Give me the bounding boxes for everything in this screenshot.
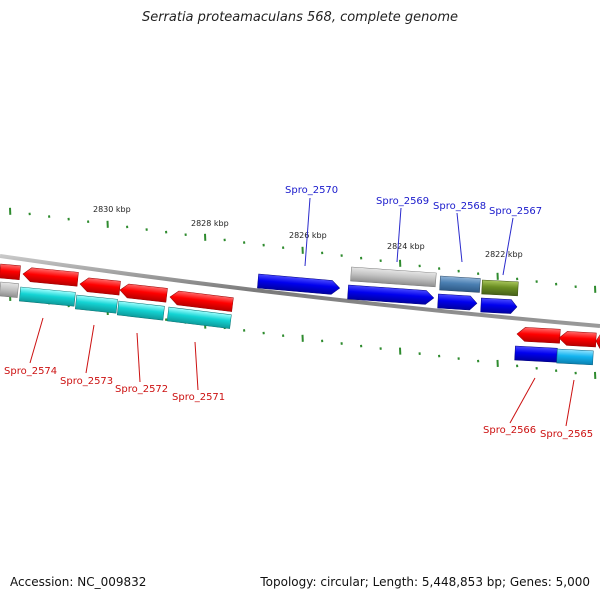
- gene-arrow-red-3[interactable]: [119, 283, 168, 303]
- gene-arrow-steel-spro2568[interactable]: [439, 275, 481, 293]
- kbp-label-2828: 2828 kbp: [191, 219, 229, 228]
- kbp-label-2826: 2826 kbp: [289, 231, 327, 240]
- genome-summary: Topology: circular; Length: 5,448,853 bp…: [260, 575, 590, 589]
- gene-label-spro2568[interactable]: Spro_2568: [433, 201, 486, 212]
- gene-arrow-cyan-spro2572[interactable]: [116, 300, 165, 321]
- gene-label-spro2573[interactable]: Spro_2573: [60, 376, 113, 387]
- tick-row-upper: [9, 207, 597, 293]
- gene-label-spro2570[interactable]: Spro_2570: [285, 185, 338, 196]
- gene-arrow-blue-3[interactable]: [437, 293, 478, 311]
- gene-label-spro2571[interactable]: Spro_2571: [172, 392, 225, 403]
- gene-arrow-blue-spro2566[interactable]: [514, 345, 558, 363]
- leader-line-spro2573: [85, 324, 95, 374]
- genome-title: Serratia proteamaculans 568, complete ge…: [141, 10, 459, 25]
- gene-label-spro2572[interactable]: Spro_2572: [115, 384, 168, 395]
- genome-backbone: [0, 254, 600, 328]
- gene-arrow-red-2[interactable]: [79, 277, 121, 296]
- leader-line-spro2572: [136, 332, 141, 383]
- kbp-label-2822: 2822 kbp: [485, 250, 523, 259]
- leader-line-spro2569: [396, 207, 402, 263]
- gene-label-spro2569[interactable]: Spro_2569: [376, 196, 429, 207]
- gene-label-spro2574[interactable]: Spro_2574: [4, 366, 57, 377]
- leader-line-spro2574: [29, 317, 44, 364]
- gene-arrow-olive-spro2567[interactable]: [481, 279, 519, 297]
- leader-line-spro2566: [509, 377, 536, 424]
- leader-line-spro2571: [194, 341, 199, 391]
- leader-line-spro2565: [565, 379, 575, 427]
- leader-line-spro2570: [304, 197, 311, 267]
- gene-arrow-blue-2[interactable]: [347, 284, 435, 305]
- gene-arrow-red-right-1[interactable]: [516, 327, 561, 344]
- gene-arrow-red-4[interactable]: [169, 290, 234, 312]
- gene-arrow-gray-left-edge[interactable]: [0, 281, 19, 298]
- gene-arrow-gray-spro2569[interactable]: [350, 266, 437, 288]
- gene-label-spro2566[interactable]: Spro_2566: [483, 425, 536, 436]
- gene-arrow-cyan-spro2573[interactable]: [74, 294, 118, 314]
- gene-arrow-red-right-2[interactable]: [558, 331, 597, 348]
- gene-arrow-blue-4[interactable]: [480, 297, 518, 314]
- leader-line-spro2568: [456, 212, 463, 263]
- gene-arrow-cyan-spro2574[interactable]: [19, 286, 76, 307]
- gene-label-spro2567[interactable]: Spro_2567: [489, 206, 542, 217]
- gene-arrow-gray-upper-left[interactable]: [0, 263, 21, 280]
- gene-arrow-red-1[interactable]: [22, 267, 79, 287]
- gene-arrow-cyan-spro2571[interactable]: [166, 306, 232, 329]
- leader-line-spro2567: [502, 217, 514, 276]
- kbp-label-2830: 2830 kbp: [93, 205, 131, 214]
- gene-arrow-sky-spro2565[interactable]: [556, 348, 594, 366]
- gene-arrow-blue-spro2570[interactable]: [257, 273, 341, 295]
- kbp-label-2824: 2824 kbp: [387, 242, 425, 251]
- gene-label-spro2565[interactable]: Spro_2565: [540, 429, 593, 440]
- accession-label: Accession: NC_009832: [10, 575, 147, 589]
